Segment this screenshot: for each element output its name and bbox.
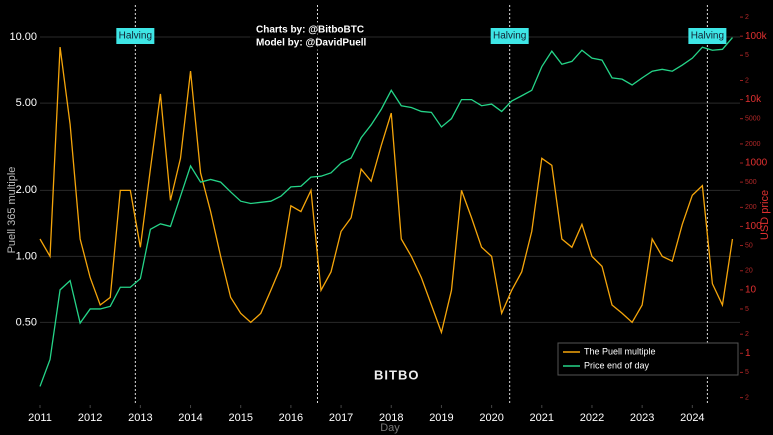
y2-tick-label: 500 (745, 179, 757, 186)
y-tick-label: 10.00 (9, 31, 37, 43)
x-tick-label: 2015 (228, 412, 252, 424)
halving-label: Halving (493, 31, 526, 42)
series-line (39, 37, 733, 387)
x-tick-label: 2020 (479, 412, 503, 424)
y2-tick-label: 2 (745, 394, 749, 401)
y2-tick-label: 10 (745, 285, 757, 296)
x-tick-label: 2022 (580, 412, 604, 424)
legend-box (557, 342, 739, 376)
halving-box (116, 28, 155, 44)
x-tick-label: 2023 (630, 412, 654, 424)
y2-tick-label: 50 (745, 242, 753, 249)
series-line (39, 46, 734, 335)
y-tick-label: 2.00 (16, 184, 37, 196)
y2-tick-label: 5 (745, 306, 749, 313)
y2-tick-label: 10k (745, 94, 762, 105)
y2-tick-label: 5000 (745, 116, 761, 123)
legend-label: The Puell multiple (584, 346, 656, 356)
x-axis-title: Day (380, 422, 400, 434)
y2-tick-label: 2000 (745, 141, 761, 148)
y2-tick-label: 2 (745, 331, 749, 338)
halving-label: Halving (119, 31, 152, 42)
y2-tick-label: 2 (745, 14, 749, 21)
x-tick-label: 2013 (128, 412, 152, 424)
y2-tick-label: 2 (745, 77, 749, 84)
y2-axis-title: USD price (759, 190, 771, 240)
y2-tick-label: 20 (745, 268, 753, 275)
x-tick-label: 2012 (78, 412, 102, 424)
y2-tick-label: 1000 (745, 158, 768, 169)
y2-tick-label: 5 (745, 369, 749, 376)
credit: Model by: @DavidPuell (256, 38, 367, 49)
logo: BITBO (374, 367, 419, 382)
halving-label: Halving (691, 31, 724, 42)
x-tick-label: 2014 (178, 412, 202, 424)
y-axis-title: Puell 365 multiple (6, 167, 18, 254)
credit: Charts by: @BitboBTC (256, 25, 364, 36)
halving-box (688, 28, 727, 44)
x-tick-label: 2016 (279, 412, 303, 424)
y2-tick-label: 100 (745, 221, 762, 232)
y2-tick-label: 5 (745, 52, 749, 59)
credits-box (250, 22, 362, 51)
y-tick-label: 0.50 (16, 316, 37, 328)
y-tick-label: 5.00 (16, 97, 37, 109)
x-tick-label: 2024 (680, 412, 704, 424)
legend-label: Price end of day (584, 360, 650, 370)
halving-box (490, 28, 529, 44)
y-tick-label: 1.00 (16, 250, 37, 262)
y2-tick-label: 1 (745, 348, 751, 359)
y2-tick-label: 100k (745, 31, 768, 42)
x-tick-label: 2017 (329, 412, 353, 424)
x-tick-label: 2018 (379, 412, 403, 424)
x-tick-label: 2019 (429, 412, 453, 424)
x-tick-label: 2021 (530, 412, 554, 424)
y2-tick-label: 200 (745, 204, 757, 211)
x-tick-label: 2011 (28, 412, 52, 424)
